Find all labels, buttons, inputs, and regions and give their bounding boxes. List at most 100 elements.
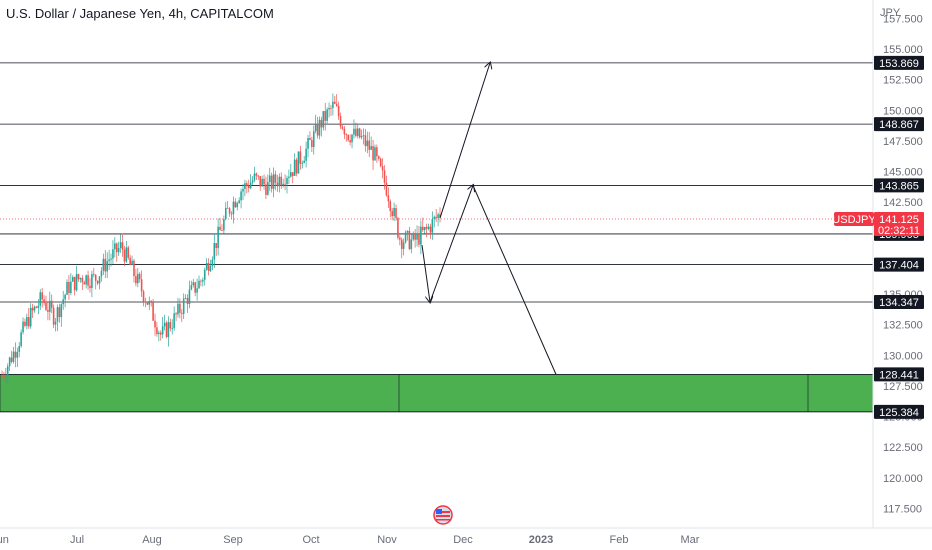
candle-body bbox=[205, 263, 208, 270]
demand-zone bbox=[0, 374, 874, 413]
candle-body bbox=[54, 321, 57, 325]
level-tag-label: 134.347 bbox=[879, 297, 919, 309]
projection-arrows bbox=[421, 63, 557, 375]
candle-body bbox=[77, 274, 80, 280]
candle-body bbox=[43, 299, 45, 304]
price-tick-label: 132.500 bbox=[883, 320, 923, 332]
candle-body bbox=[211, 259, 214, 267]
level-tag-label: 125.384 bbox=[879, 407, 919, 419]
price-tick-label: 152.500 bbox=[883, 75, 923, 87]
candle-body bbox=[353, 128, 355, 135]
candle-body bbox=[135, 276, 137, 284]
candle-body bbox=[104, 258, 107, 272]
candle-body bbox=[79, 277, 82, 280]
candle-body bbox=[98, 276, 101, 284]
price-tick-label: 122.500 bbox=[883, 442, 923, 454]
candle-body bbox=[276, 182, 279, 187]
candle-body bbox=[286, 177, 288, 185]
candle-body bbox=[439, 214, 441, 218]
level-tag bbox=[874, 257, 924, 272]
candle-body bbox=[217, 226, 219, 248]
candle-body bbox=[136, 273, 139, 284]
candle-body bbox=[35, 306, 38, 308]
candle-body bbox=[259, 176, 262, 187]
candle-body bbox=[144, 301, 147, 303]
candle-body bbox=[312, 131, 315, 148]
candle-body bbox=[114, 243, 116, 250]
level-tag-label: 148.867 bbox=[879, 119, 919, 131]
candle-body bbox=[389, 201, 392, 212]
candle-body bbox=[125, 247, 128, 262]
candle-body bbox=[71, 276, 74, 282]
candlesticks bbox=[1, 93, 441, 385]
candle-body bbox=[173, 313, 175, 329]
candle-body bbox=[52, 307, 55, 325]
candle-body bbox=[412, 233, 415, 240]
time-tick-label: Mar bbox=[681, 534, 700, 546]
candle-body bbox=[62, 299, 65, 305]
candle-body bbox=[138, 273, 141, 280]
candle-body bbox=[102, 258, 105, 271]
time-tick-label: Feb bbox=[610, 534, 629, 546]
candle-body bbox=[106, 261, 108, 272]
candle-body bbox=[247, 185, 250, 189]
candle-body bbox=[316, 123, 319, 136]
candle-body bbox=[159, 332, 162, 335]
price-tick-label: 150.000 bbox=[883, 105, 923, 117]
candle-body bbox=[202, 279, 204, 282]
candle-body bbox=[429, 226, 432, 233]
price-tick-label: 117.500 bbox=[883, 503, 922, 515]
candle-body bbox=[131, 260, 133, 265]
candle-body bbox=[219, 226, 221, 231]
candle-body bbox=[119, 242, 122, 248]
candle-body bbox=[267, 182, 269, 195]
candle-body bbox=[110, 258, 112, 260]
candle-body bbox=[66, 281, 68, 295]
candle-body bbox=[293, 159, 296, 176]
time-tick-label: Aug bbox=[142, 534, 162, 546]
candle-body bbox=[400, 239, 403, 249]
candle-body bbox=[96, 280, 99, 284]
candle-body bbox=[244, 183, 246, 189]
candle-body bbox=[366, 140, 369, 147]
candle-body bbox=[68, 281, 70, 294]
candle-body bbox=[423, 227, 426, 231]
horizontal-levels bbox=[0, 62, 873, 413]
candle-body bbox=[22, 321, 24, 333]
candle-body bbox=[70, 281, 72, 294]
candle-body bbox=[115, 243, 118, 253]
candle-body bbox=[246, 183, 248, 186]
candle-body bbox=[314, 123, 317, 132]
level-tag-label: 137.404 bbox=[879, 260, 919, 272]
candle-body bbox=[295, 159, 298, 174]
candle-body bbox=[175, 313, 177, 315]
candle-body bbox=[418, 233, 420, 245]
candle-body bbox=[261, 178, 263, 187]
candle-body bbox=[31, 307, 34, 311]
price-tick-label: 120.000 bbox=[883, 473, 923, 485]
us-flag-icon[interactable] bbox=[433, 505, 453, 525]
level-tag bbox=[874, 178, 924, 193]
candle-body bbox=[83, 282, 86, 285]
candle-body bbox=[343, 128, 346, 135]
price-tick-label: 130.000 bbox=[883, 350, 923, 362]
candle-body bbox=[416, 233, 418, 240]
candle-body bbox=[60, 304, 63, 318]
candle-body bbox=[334, 101, 336, 104]
current-price-value: 141.125 bbox=[879, 214, 919, 226]
candle-body bbox=[89, 285, 91, 289]
candle-body bbox=[158, 332, 160, 335]
candle-body bbox=[284, 183, 286, 185]
candle-body bbox=[112, 249, 114, 259]
candle-body bbox=[156, 327, 158, 335]
candle-body bbox=[420, 226, 422, 245]
candle-body bbox=[397, 217, 399, 238]
candle-body bbox=[93, 274, 95, 275]
candle-body bbox=[236, 202, 239, 208]
time-axis[interactable]: Jun Jul Aug Sep Oct Nov Dec 2023 Feb Mar bbox=[0, 534, 700, 546]
decline-line bbox=[472, 185, 557, 375]
candle-body bbox=[117, 247, 120, 253]
candle-body bbox=[215, 243, 218, 248]
candle-body bbox=[335, 103, 338, 106]
